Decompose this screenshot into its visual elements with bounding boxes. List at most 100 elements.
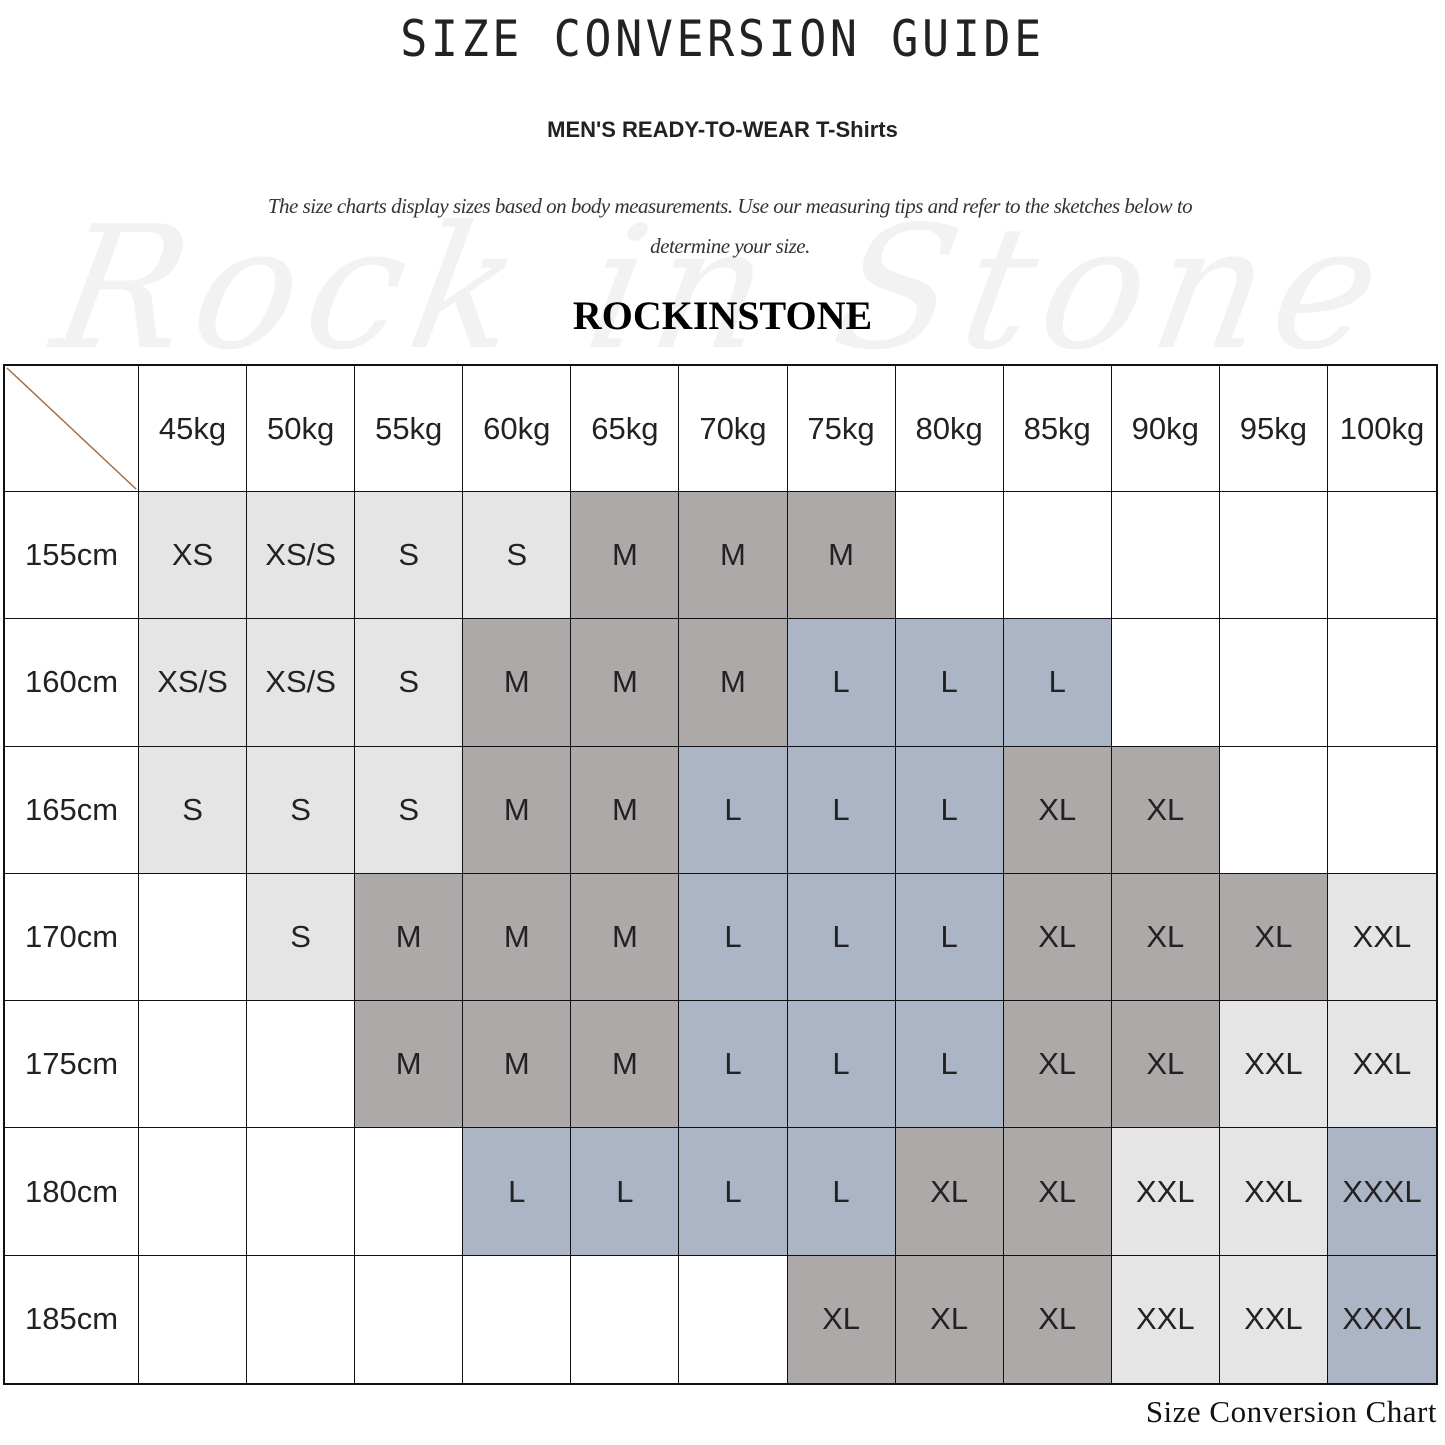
column-header: 75kg [787, 366, 896, 492]
size-cell: S [463, 492, 572, 620]
column-header: 80kg [895, 366, 1004, 492]
size-cell: XXL [1111, 1255, 1220, 1383]
empty-cell [355, 1255, 464, 1383]
size-cell: M [571, 492, 680, 620]
size-cell: XL [787, 1255, 896, 1383]
size-cell: S [247, 746, 356, 874]
column-header: 50kg [247, 366, 356, 492]
size-cell: XS [139, 492, 248, 620]
row-header: 185cm [5, 1255, 139, 1383]
empty-cell [139, 1128, 248, 1256]
row-header: 160cm [5, 619, 139, 747]
size-cell: L [895, 746, 1004, 874]
row-header: 170cm [5, 873, 139, 1002]
column-header: 90kg [1111, 366, 1220, 492]
empty-cell [571, 1255, 680, 1383]
size-cell: XXL [1219, 1128, 1328, 1256]
diagonal-line [6, 367, 137, 490]
empty-cell [1219, 746, 1328, 874]
subtitle: MEN'S READY-TO-WEAR T-Shirts [547, 117, 898, 142]
column-header: 60kg [463, 366, 572, 492]
size-cell: M [571, 746, 680, 874]
row-header: 155cm [5, 492, 139, 620]
row-header: 175cm [5, 1001, 139, 1129]
column-header: 100kg [1327, 366, 1436, 492]
size-cell: XS/S [247, 619, 356, 747]
size-cell: S [247, 873, 356, 1002]
size-cell: XS/S [247, 492, 356, 620]
size-cell: L [787, 1128, 896, 1256]
page-title: SIZE CONVERSION GUIDE [400, 10, 1045, 68]
size-cell: XL [1003, 873, 1112, 1002]
size-cell: L [679, 1128, 788, 1256]
description: The size charts display sizes based on b… [267, 194, 1193, 258]
size-cell: S [355, 746, 464, 874]
empty-cell [1111, 492, 1220, 620]
empty-cell [1327, 746, 1436, 874]
empty-cell [1327, 619, 1436, 747]
empty-cell [895, 492, 1004, 620]
size-cell: XXXL [1327, 1128, 1436, 1256]
size-table: 45kg 50kg 55kg 60kg 65kg 70kg 75kg 80kg 85kg 90kg… [3, 364, 1438, 1385]
size-cell: XL [1003, 746, 1112, 874]
size-cell: M [463, 619, 572, 747]
empty-cell [463, 1255, 572, 1383]
column-header: 45kg [139, 366, 248, 492]
size-cell: XXL [1327, 873, 1436, 1002]
size-cell: XXXL [1327, 1255, 1436, 1383]
size-cell: XXL [1219, 1001, 1328, 1129]
empty-cell [1003, 492, 1112, 620]
empty-cell [1327, 492, 1436, 620]
size-cell: L [787, 619, 896, 747]
size-cell: XXL [1219, 1255, 1328, 1383]
size-cell: L [895, 619, 1004, 747]
size-cell: L [895, 873, 1004, 1002]
size-cell: M [679, 492, 788, 620]
size-cell: XL [1003, 1128, 1112, 1256]
size-cell: XL [1111, 1001, 1220, 1129]
empty-cell [139, 1001, 248, 1129]
size-cell: XL [1003, 1255, 1112, 1383]
empty-cell [139, 873, 248, 1002]
corner-cell [5, 366, 139, 492]
size-cell: XL [895, 1128, 1004, 1256]
size-cell: XL [1219, 873, 1328, 1002]
size-cell: M [463, 1001, 572, 1129]
size-cell: M [355, 1001, 464, 1129]
size-cell: L [571, 1128, 680, 1256]
size-cell: L [1003, 619, 1112, 747]
column-header: 55kg [355, 366, 464, 492]
size-cell: XXL [1111, 1128, 1220, 1256]
size-cell: XL [1111, 873, 1220, 1002]
empty-cell [139, 1255, 248, 1383]
size-cell: XL [1003, 1001, 1112, 1129]
empty-cell [247, 1001, 356, 1129]
column-header: 65kg [571, 366, 680, 492]
size-cell: XS/S [139, 619, 248, 747]
size-cell: L [463, 1128, 572, 1256]
empty-cell [247, 1128, 356, 1256]
empty-cell [679, 1255, 788, 1383]
column-header: 95kg [1219, 366, 1328, 492]
size-cell: M [679, 619, 788, 747]
size-cell: L [679, 1001, 788, 1129]
size-cell: M [463, 873, 572, 1002]
size-cell: M [571, 619, 680, 747]
size-cell: M [571, 873, 680, 1002]
size-cell: L [679, 746, 788, 874]
size-cell: L [787, 873, 896, 1002]
column-header: 85kg [1003, 366, 1112, 492]
column-header: 70kg [679, 366, 788, 492]
brand-name: ROCKINSTONE [572, 293, 873, 338]
size-cell: S [355, 492, 464, 620]
empty-cell [1111, 619, 1220, 747]
empty-cell [1219, 619, 1328, 747]
caption: Size Conversion Chart [1145, 1394, 1437, 1429]
size-cell: S [139, 746, 248, 874]
empty-cell [355, 1128, 464, 1256]
size-cell: XL [895, 1255, 1004, 1383]
size-cell: M [463, 746, 572, 874]
size-cell: L [787, 1001, 896, 1129]
size-cell: L [679, 873, 788, 1002]
size-cell: XL [1111, 746, 1220, 874]
